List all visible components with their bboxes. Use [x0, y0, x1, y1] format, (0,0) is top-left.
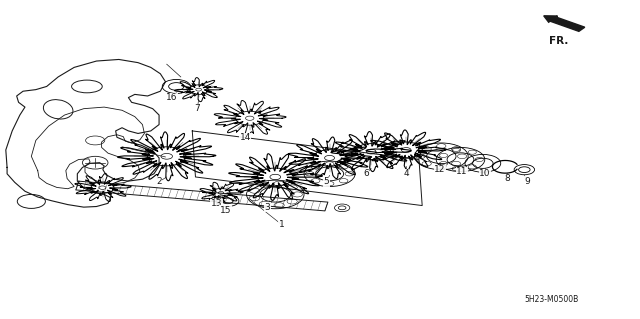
Text: 3: 3	[265, 203, 271, 211]
Text: 9: 9	[524, 177, 530, 186]
Text: 14: 14	[239, 133, 251, 142]
Text: 10: 10	[479, 169, 490, 178]
Text: FR.: FR.	[548, 36, 568, 46]
FancyArrow shape	[544, 16, 585, 31]
Text: 2: 2	[156, 177, 162, 186]
Text: 5H23-M0500B: 5H23-M0500B	[524, 295, 579, 304]
Text: 11: 11	[456, 167, 468, 176]
Text: 13: 13	[211, 199, 222, 208]
Text: 6: 6	[363, 169, 369, 178]
Text: 4: 4	[403, 169, 409, 178]
Text: 7: 7	[195, 104, 200, 113]
Text: 16: 16	[166, 93, 177, 102]
Polygon shape	[6, 59, 166, 207]
Text: 15: 15	[220, 206, 231, 215]
Text: 8: 8	[504, 174, 510, 183]
Text: 1: 1	[279, 220, 285, 229]
Text: 5: 5	[323, 177, 329, 186]
Text: 12: 12	[435, 165, 445, 174]
